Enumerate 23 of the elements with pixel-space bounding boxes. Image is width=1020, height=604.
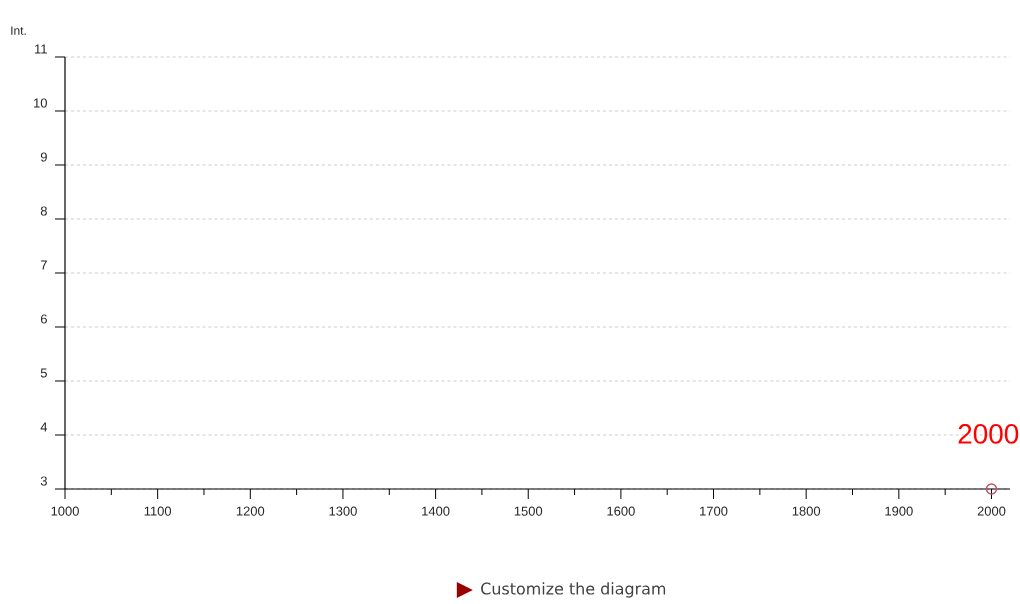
y-tick-label: 7 <box>40 260 47 270</box>
y-tick-label: 5 <box>40 368 47 378</box>
y-axis-title: Int. <box>11 26 26 35</box>
y-tick-label: 10 <box>34 98 47 108</box>
x-tick-label: 1100 <box>144 506 172 516</box>
y-tick-label: 11 <box>35 44 47 54</box>
x-tick-label: 1300 <box>329 506 357 516</box>
x-tick-label: 1600 <box>607 506 635 516</box>
annotation: 2000 <box>958 424 1019 444</box>
y-tick-label: 4 <box>40 422 48 432</box>
x-tick-label: 1200 <box>236 506 265 516</box>
y-tick-label: 8 <box>40 206 47 216</box>
x-tick-label: 1500 <box>514 506 543 516</box>
y-tick-label: 9 <box>40 152 47 162</box>
y-tick-label: 6 <box>40 314 47 324</box>
x-tick-label: 1700 <box>700 506 728 516</box>
x-tick-label: 1900 <box>885 506 913 516</box>
x-tick-label: 1000 <box>51 506 79 516</box>
x-tick-label: 1400 <box>422 506 450 516</box>
y-tick-label: 3 <box>40 476 47 486</box>
x-tick-label: 2000 <box>977 506 1006 516</box>
text: Customize the diagram <box>481 582 666 598</box>
x-tick-label: 1800 <box>792 506 821 516</box>
